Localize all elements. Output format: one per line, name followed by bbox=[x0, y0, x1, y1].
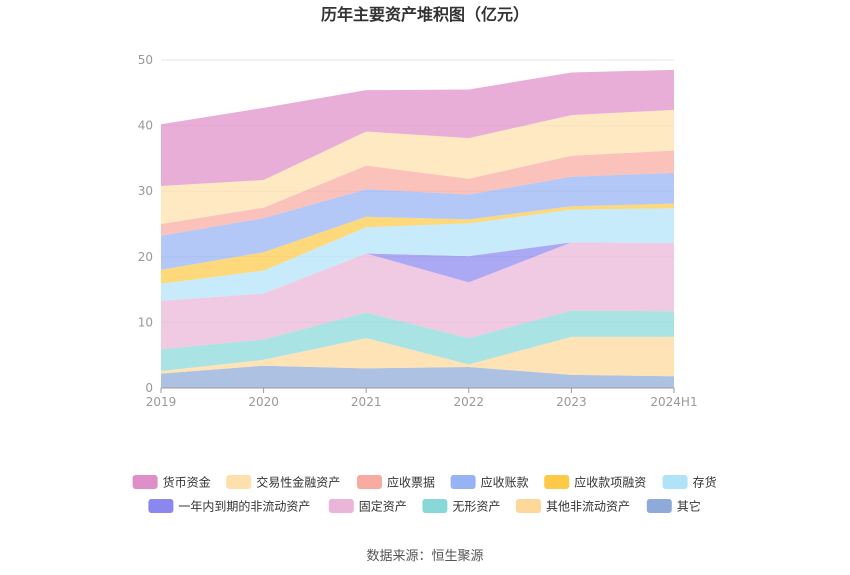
legend-swatch bbox=[450, 475, 476, 489]
legend-label: 货币资金 bbox=[163, 475, 211, 490]
legend-label: 存货 bbox=[693, 475, 717, 490]
legend-swatch bbox=[148, 499, 174, 513]
area-series-货币资金 bbox=[161, 69, 674, 186]
y-tick-label: 10 bbox=[138, 315, 153, 329]
legend-swatch bbox=[132, 475, 158, 489]
legend-label: 固定资产 bbox=[359, 499, 407, 514]
legend-label: 其它 bbox=[677, 499, 701, 514]
area-series-存货 bbox=[161, 208, 674, 301]
x-tick-label: 2023 bbox=[556, 395, 587, 409]
data-source: 数据来源：恒生聚源 bbox=[366, 549, 484, 564]
area-series-固定资产 bbox=[161, 242, 674, 350]
legend-swatch bbox=[328, 499, 354, 513]
legend-swatch bbox=[662, 475, 688, 489]
y-tick-label: 20 bbox=[138, 250, 153, 264]
legend-swatch bbox=[226, 475, 252, 489]
area-series-其它 bbox=[161, 365, 674, 388]
legend-swatch bbox=[516, 499, 541, 513]
legend-label: 应收账款 bbox=[481, 475, 529, 490]
area-series-应收账款 bbox=[161, 172, 674, 270]
legend-swatch bbox=[357, 475, 382, 489]
x-tick-label: 2019 bbox=[146, 395, 177, 409]
y-tick-label: 40 bbox=[138, 119, 153, 133]
legend-label: 无形资产 bbox=[452, 500, 500, 514]
x-tick-label: 2022 bbox=[454, 395, 485, 409]
area-series-应收票据 bbox=[161, 150, 674, 236]
area-series-应收款项融资 bbox=[161, 203, 674, 284]
x-tick-label: 2024H1 bbox=[650, 395, 697, 409]
y-tick-label: 30 bbox=[138, 184, 153, 198]
legend-swatch bbox=[422, 499, 448, 513]
legend-label: 应收款项融资 bbox=[574, 475, 646, 490]
y-tick-label: 0 bbox=[145, 381, 153, 395]
legend-label: 应收票据 bbox=[387, 475, 435, 490]
area-series-交易性金融资产 bbox=[161, 109, 674, 224]
legend-label: 一年内到期的非流动资产 bbox=[178, 499, 310, 514]
area-series-其他非流动资产 bbox=[161, 336, 674, 377]
legend-label: 交易性金融资产 bbox=[256, 475, 340, 490]
area-series bbox=[161, 69, 674, 388]
axes: 0 10 20 30 40 50 2019 2020 2021 2022 2023 2024H1 bbox=[138, 53, 698, 409]
legend-swatch bbox=[544, 475, 570, 489]
x-tick-label: 2020 bbox=[248, 395, 279, 409]
chart-title: 历年主要资产堆积图（亿元） bbox=[321, 5, 529, 24]
x-tick-label: 2021 bbox=[351, 395, 382, 409]
area-series-无形资产 bbox=[161, 310, 674, 371]
legend-swatch bbox=[646, 499, 672, 513]
y-tick-label: 50 bbox=[138, 53, 153, 67]
legend-label: 其他非流动资产 bbox=[546, 500, 630, 514]
